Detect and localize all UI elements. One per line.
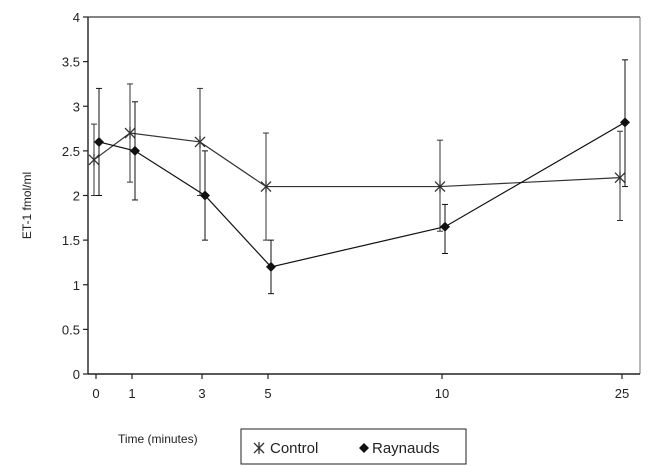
series-line — [93, 132, 621, 188]
y-tick-label: 2.5 — [62, 144, 80, 159]
y-tick-label: 4 — [73, 10, 80, 25]
y-tick-label: 3.5 — [62, 55, 80, 70]
y-tick-label: 1.5 — [62, 233, 80, 248]
y-tick-label: 1 — [73, 278, 80, 293]
series-point — [130, 145, 140, 156]
legend-box — [240, 428, 467, 465]
x-axis-ticks: 0 1 3 5 10 25 — [92, 374, 629, 401]
series-point — [266, 261, 276, 272]
series-control — [88, 83, 626, 241]
x-tick-label: 1 — [128, 386, 135, 401]
series-point — [620, 117, 630, 128]
x-tick-label: 10 — [435, 386, 449, 401]
x-tick-label: 3 — [198, 386, 205, 401]
series-point — [200, 190, 210, 201]
legend-marker-control — [253, 442, 265, 454]
x-tick-label: 25 — [615, 386, 629, 401]
y-tick-label: 3 — [73, 99, 80, 114]
legend-label: Control — [270, 440, 318, 457]
x-tick-label: 5 — [264, 386, 271, 401]
x-axis-title: Time (minutes) — [118, 432, 198, 446]
series-point — [124, 127, 136, 140]
y-tick-label: 2 — [73, 189, 80, 204]
x-tick-label: 0 — [92, 386, 99, 401]
series-line — [98, 121, 626, 268]
legend-label: Raynauds — [372, 440, 440, 457]
series-point — [88, 153, 100, 166]
series-raynauds — [94, 59, 630, 295]
y-tick-label: 0 — [73, 367, 80, 382]
series-point — [614, 171, 626, 184]
legend: Control Raynauds — [240, 428, 467, 465]
series-point — [260, 180, 272, 193]
series-point — [94, 136, 104, 147]
series-point — [434, 180, 446, 193]
legend-marker-raynauds — [359, 443, 369, 453]
y-axis-ticks: 0 0.5 1 1.5 2 2.5 3 3.5 4 — [62, 10, 88, 382]
series-point — [194, 135, 206, 148]
y-tick-label: 0.5 — [62, 322, 80, 337]
series-layer — [88, 59, 630, 295]
series-point — [440, 221, 450, 232]
y-axis-title: ET-1 fmol/ml — [20, 172, 34, 239]
